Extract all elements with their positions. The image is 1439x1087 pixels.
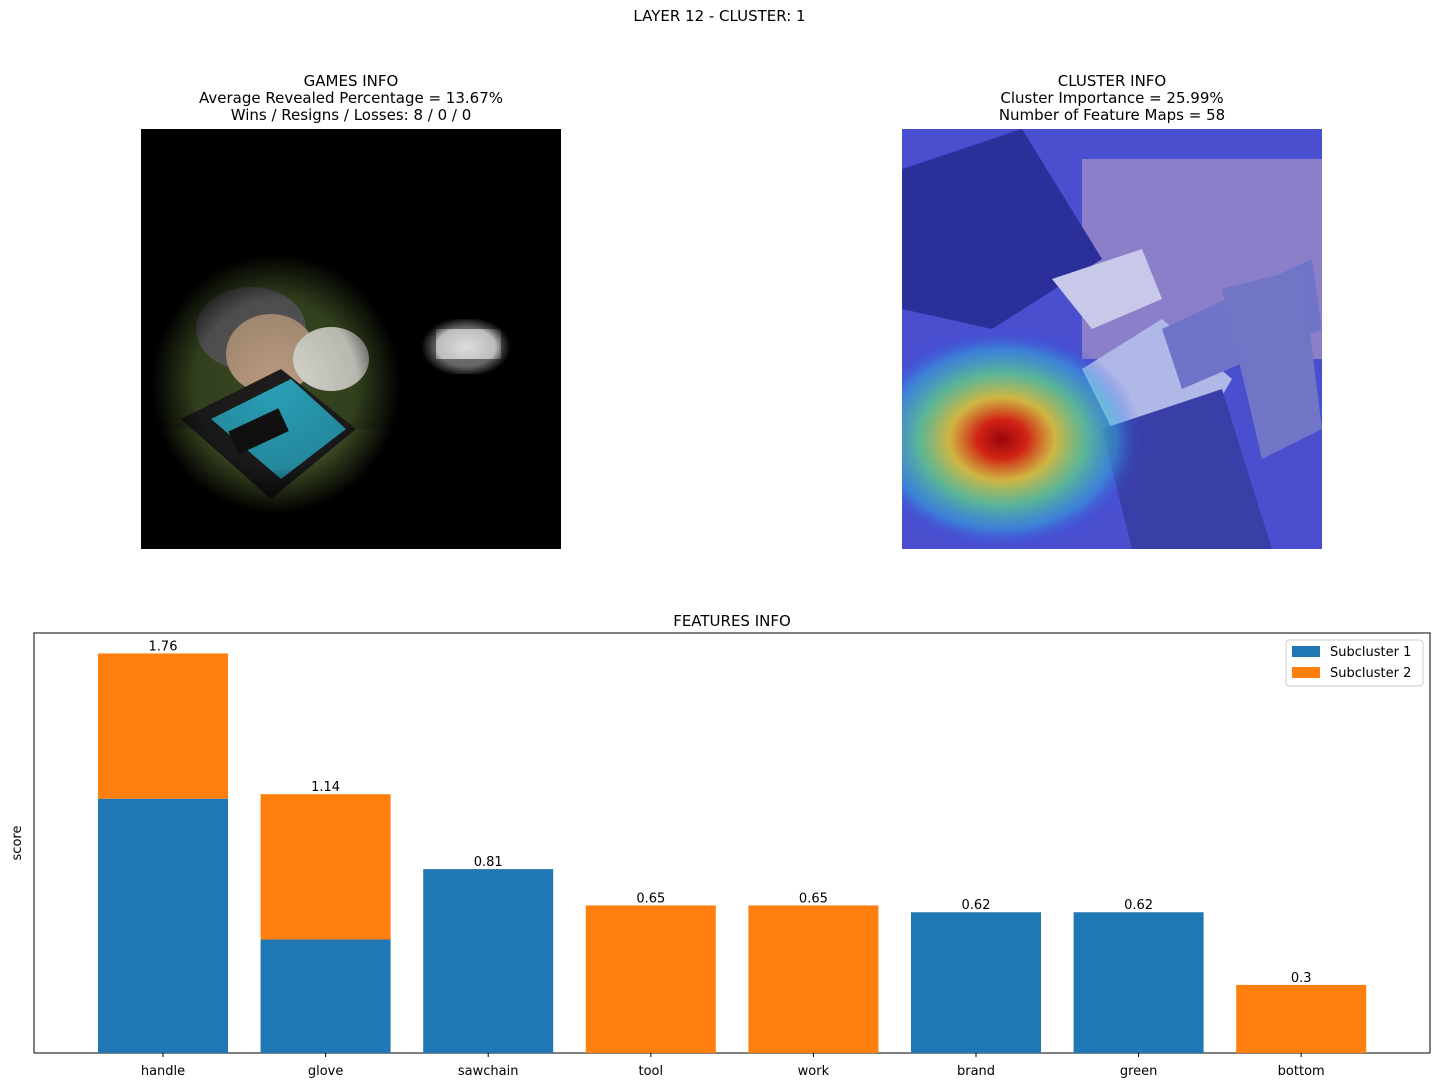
bar-tool-subcluster-2 <box>585 905 716 1053</box>
heatmap-drawing <box>902 129 1322 549</box>
x-tick-label-brand: brand <box>957 1064 995 1079</box>
cluster-heatmap-image <box>902 129 1322 549</box>
data-label-handle: 1.76 <box>149 639 178 654</box>
legend-swatch-subcluster-2 <box>1292 667 1320 678</box>
revealed-image-drawing <box>141 129 561 549</box>
data-label-brand: 0.62 <box>962 898 991 913</box>
bar-glove-subcluster-2 <box>260 794 391 940</box>
wins-resigns-losses: Wins / Resigns / Losses: 8 / 0 / 0 <box>230 106 472 124</box>
plot-frame <box>33 632 1431 1054</box>
legend-swatch-subcluster-1 <box>1292 646 1320 657</box>
legend-label-subcluster-1: Subcluster 1 <box>1330 645 1411 660</box>
games-info-title: GAMES INFO Average Revealed Percentage =… <box>141 73 561 124</box>
games-info-heading: GAMES INFO <box>303 72 399 90</box>
x-tick-label-handle: handle <box>141 1064 185 1079</box>
bar-green-subcluster-1 <box>1073 912 1204 1053</box>
bar-bottom-subcluster-2 <box>1236 984 1367 1053</box>
data-label-sawchain: 0.81 <box>474 855 503 870</box>
bar-sawchain-subcluster-1 <box>423 869 554 1053</box>
x-tick-label-green: green <box>1120 1064 1158 1079</box>
number-of-feature-maps: Number of Feature Maps = 58 <box>998 106 1226 124</box>
average-revealed-percentage: Average Revealed Percentage = 13.67% <box>198 89 503 107</box>
x-tick-label-work: work <box>798 1064 830 1079</box>
bar-glove-subcluster-1 <box>260 939 391 1053</box>
x-tick-label-sawchain: sawchain <box>458 1064 519 1079</box>
cluster-importance: Cluster Importance = 25.99% <box>1000 89 1224 107</box>
data-label-work: 0.65 <box>799 891 828 906</box>
data-label-green: 0.62 <box>1124 898 1153 913</box>
x-tick-label-bottom: bottom <box>1278 1064 1325 1079</box>
cluster-info-title: CLUSTER INFO Cluster Importance = 25.99%… <box>902 73 1322 124</box>
legend-label-subcluster-2: Subcluster 2 <box>1330 666 1411 681</box>
bar-handle-subcluster-2 <box>98 653 228 799</box>
cluster-info-heading: CLUSTER INFO <box>1057 72 1167 90</box>
bar-brand-subcluster-1 <box>911 912 1041 1053</box>
x-tick-label-glove: glove <box>308 1064 344 1079</box>
data-label-bottom: 0.3 <box>1291 971 1312 986</box>
y-axis-label: score <box>10 826 25 861</box>
figure-title: LAYER 12 - CLUSTER: 1 <box>633 7 806 25</box>
data-label-tool: 0.65 <box>636 891 665 906</box>
legend-frame <box>1285 639 1424 687</box>
legend: Subcluster 1 Subcluster 2 <box>1285 639 1424 687</box>
x-tick-label-tool: tool <box>638 1064 663 1079</box>
chart-title: FEATURES INFO <box>673 612 791 630</box>
data-label-glove: 1.14 <box>311 780 340 795</box>
bar-work-subcluster-2 <box>748 905 879 1053</box>
revealed-image <box>141 129 561 549</box>
bar-handle-subcluster-1 <box>98 798 228 1053</box>
